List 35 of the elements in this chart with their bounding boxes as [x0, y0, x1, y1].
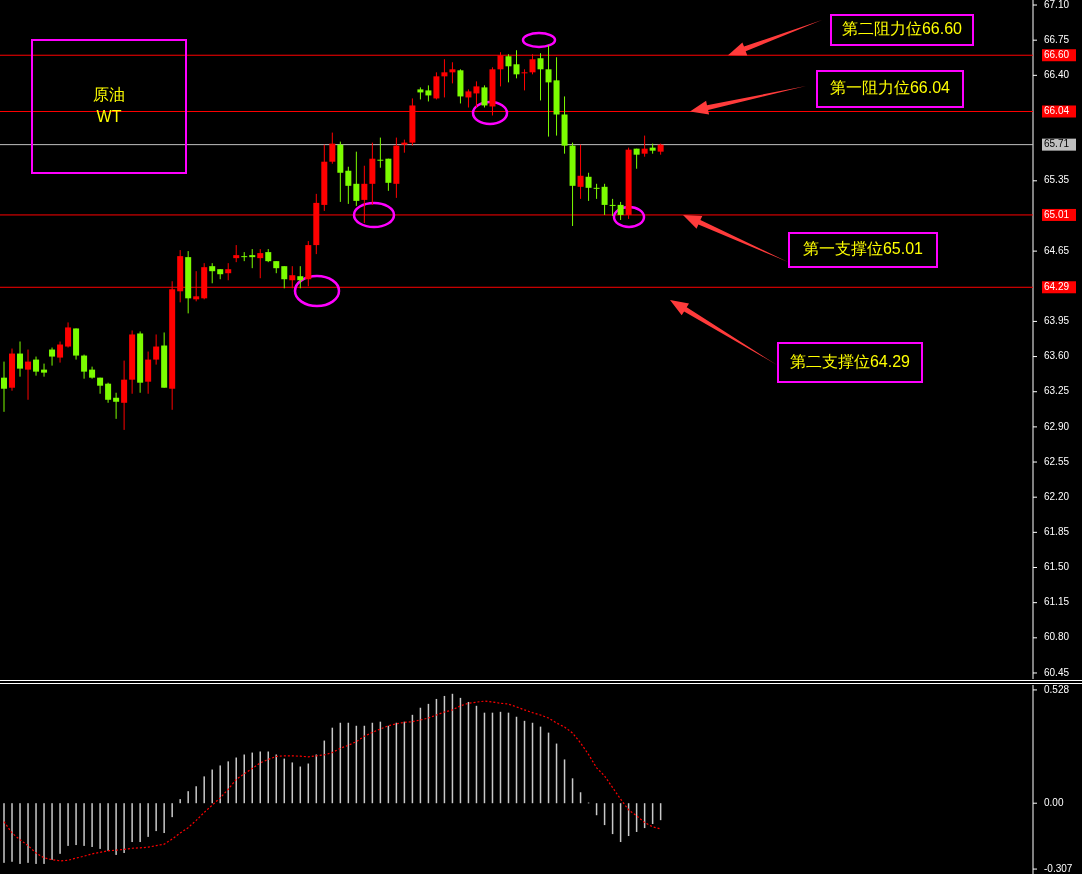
y-tick-label: 60.80 [1044, 631, 1070, 643]
annotation: 第二阻力位66.60 [728, 14, 974, 56]
ref-line-label: 65.01 [1044, 208, 1070, 220]
ref-line-label: 65.71 [1044, 138, 1070, 150]
y-tick-label: 62.90 [1044, 420, 1070, 432]
annotation: 原油 WT [31, 39, 187, 174]
y-tick-label: 67.10 [1044, 0, 1070, 10]
y-tick-label: 0.00 [1044, 796, 1064, 808]
annotation: 第一支撑位65.01 [683, 214, 938, 268]
y-tick-label: 66.75 [1044, 33, 1070, 45]
y-tick-label: -0.307 [1044, 862, 1073, 874]
annotation: 原油 WT [93, 85, 125, 125]
ref-line-label: 64.29 [1044, 280, 1070, 292]
annotation: 第一阻力位66.04 [829, 79, 951, 97]
annotation: 第二阻力位66.60 [841, 20, 963, 38]
ref-line-label: 66.04 [1044, 105, 1070, 117]
annotation: 第二支撑位64.29 [670, 300, 923, 383]
annotation: 第一支撑位65.01 [802, 240, 924, 258]
y-tick-label: 65.35 [1044, 174, 1070, 186]
line-series [3, 700, 662, 862]
y-tick-label: 66.40 [1044, 68, 1070, 80]
ref-line-label: 66.60 [1044, 48, 1070, 60]
y-tick-label: 0.528 [1044, 683, 1070, 695]
annotation: 第二支撑位64.29 [789, 352, 911, 370]
y-tick-label: 62.55 [1044, 455, 1070, 467]
y-tick-label: 63.25 [1044, 385, 1070, 397]
y-tick-label: 61.15 [1044, 596, 1070, 608]
y-tick-label: 63.60 [1044, 350, 1070, 362]
y-tick-label: 63.95 [1044, 315, 1070, 327]
annotation: 第一阻力位66.04 [690, 70, 964, 115]
y-tick-label: 64.65 [1044, 244, 1070, 256]
y-tick-label: 62.20 [1044, 490, 1070, 502]
y-tick-label: 61.85 [1044, 525, 1070, 537]
y-tick-label: 60.45 [1044, 666, 1070, 678]
y-tick-label: 61.50 [1044, 561, 1070, 573]
